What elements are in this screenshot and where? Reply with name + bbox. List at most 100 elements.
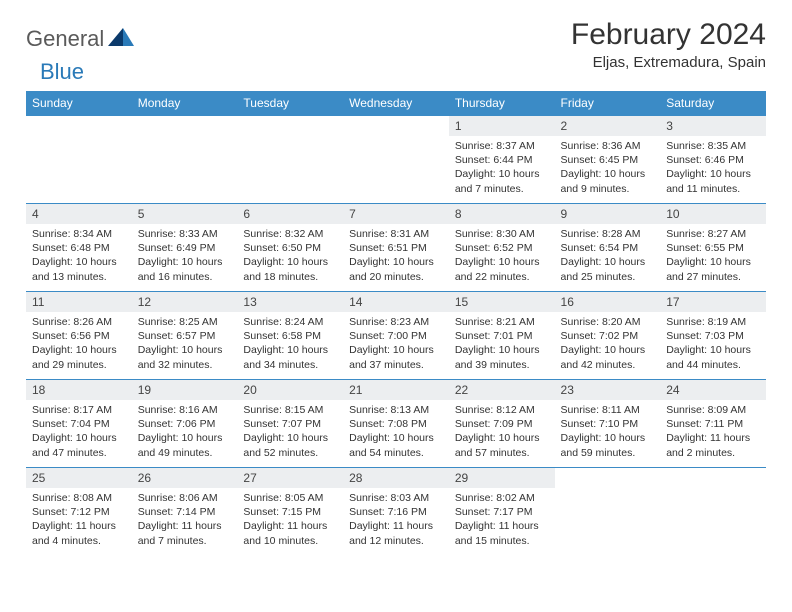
weekday-header: Tuesday xyxy=(237,91,343,116)
week-row: 25Sunrise: 8:08 AMSunset: 7:12 PMDayligh… xyxy=(26,468,766,556)
day-body: Sunrise: 8:03 AMSunset: 7:16 PMDaylight:… xyxy=(343,488,449,553)
sunset-text: Sunset: 7:17 PM xyxy=(455,505,549,519)
week-row: 1Sunrise: 8:37 AMSunset: 6:44 PMDaylight… xyxy=(26,116,766,204)
day-cell xyxy=(237,116,343,204)
day-cell: 17Sunrise: 8:19 AMSunset: 7:03 PMDayligh… xyxy=(660,292,766,380)
day-cell: 27Sunrise: 8:05 AMSunset: 7:15 PMDayligh… xyxy=(237,468,343,556)
day-cell xyxy=(660,468,766,556)
sunset-text: Sunset: 7:04 PM xyxy=(32,417,126,431)
day-body: Sunrise: 8:20 AMSunset: 7:02 PMDaylight:… xyxy=(555,312,661,377)
daylight-text: Daylight: 10 hours and 32 minutes. xyxy=(138,343,232,371)
weekday-header-row: Sunday Monday Tuesday Wednesday Thursday… xyxy=(26,91,766,116)
daylight-text: Daylight: 10 hours and 18 minutes. xyxy=(243,255,337,283)
week-row: 18Sunrise: 8:17 AMSunset: 7:04 PMDayligh… xyxy=(26,380,766,468)
day-number: 15 xyxy=(449,292,555,312)
daylight-text: Daylight: 11 hours and 7 minutes. xyxy=(138,519,232,547)
day-number: 18 xyxy=(26,380,132,400)
weekday-header: Saturday xyxy=(660,91,766,116)
day-number: 23 xyxy=(555,380,661,400)
day-body: Sunrise: 8:06 AMSunset: 7:14 PMDaylight:… xyxy=(132,488,238,553)
location: Eljas, Extremadura, Spain xyxy=(571,54,766,71)
day-cell: 18Sunrise: 8:17 AMSunset: 7:04 PMDayligh… xyxy=(26,380,132,468)
title-block: February 2024 Eljas, Extremadura, Spain xyxy=(571,18,766,71)
day-cell: 20Sunrise: 8:15 AMSunset: 7:07 PMDayligh… xyxy=(237,380,343,468)
sunrise-text: Sunrise: 8:13 AM xyxy=(349,403,443,417)
day-cell: 4Sunrise: 8:34 AMSunset: 6:48 PMDaylight… xyxy=(26,204,132,292)
day-cell: 10Sunrise: 8:27 AMSunset: 6:55 PMDayligh… xyxy=(660,204,766,292)
day-body: Sunrise: 8:30 AMSunset: 6:52 PMDaylight:… xyxy=(449,224,555,289)
day-body: Sunrise: 8:09 AMSunset: 7:11 PMDaylight:… xyxy=(660,400,766,465)
sunset-text: Sunset: 6:58 PM xyxy=(243,329,337,343)
daylight-text: Daylight: 10 hours and 11 minutes. xyxy=(666,167,760,195)
sunset-text: Sunset: 7:09 PM xyxy=(455,417,549,431)
sunset-text: Sunset: 7:14 PM xyxy=(138,505,232,519)
day-number: 7 xyxy=(343,204,449,224)
daylight-text: Daylight: 10 hours and 57 minutes. xyxy=(455,431,549,459)
daylight-text: Daylight: 10 hours and 34 minutes. xyxy=(243,343,337,371)
sunset-text: Sunset: 6:56 PM xyxy=(32,329,126,343)
day-cell: 11Sunrise: 8:26 AMSunset: 6:56 PMDayligh… xyxy=(26,292,132,380)
sunset-text: Sunset: 7:11 PM xyxy=(666,417,760,431)
daylight-text: Daylight: 11 hours and 4 minutes. xyxy=(32,519,126,547)
sunset-text: Sunset: 6:49 PM xyxy=(138,241,232,255)
sunset-text: Sunset: 7:01 PM xyxy=(455,329,549,343)
daylight-text: Daylight: 10 hours and 37 minutes. xyxy=(349,343,443,371)
day-body: Sunrise: 8:19 AMSunset: 7:03 PMDaylight:… xyxy=(660,312,766,377)
day-cell: 21Sunrise: 8:13 AMSunset: 7:08 PMDayligh… xyxy=(343,380,449,468)
day-cell: 28Sunrise: 8:03 AMSunset: 7:16 PMDayligh… xyxy=(343,468,449,556)
daylight-text: Daylight: 10 hours and 22 minutes. xyxy=(455,255,549,283)
day-body: Sunrise: 8:13 AMSunset: 7:08 PMDaylight:… xyxy=(343,400,449,465)
sunset-text: Sunset: 7:10 PM xyxy=(561,417,655,431)
daylight-text: Daylight: 10 hours and 20 minutes. xyxy=(349,255,443,283)
sunset-text: Sunset: 7:08 PM xyxy=(349,417,443,431)
day-number: 9 xyxy=(555,204,661,224)
sunrise-text: Sunrise: 8:05 AM xyxy=(243,491,337,505)
day-cell: 9Sunrise: 8:28 AMSunset: 6:54 PMDaylight… xyxy=(555,204,661,292)
sunrise-text: Sunrise: 8:03 AM xyxy=(349,491,443,505)
daylight-text: Daylight: 11 hours and 2 minutes. xyxy=(666,431,760,459)
day-number: 17 xyxy=(660,292,766,312)
day-cell: 29Sunrise: 8:02 AMSunset: 7:17 PMDayligh… xyxy=(449,468,555,556)
day-body: Sunrise: 8:34 AMSunset: 6:48 PMDaylight:… xyxy=(26,224,132,289)
sunrise-text: Sunrise: 8:02 AM xyxy=(455,491,549,505)
day-number: 14 xyxy=(343,292,449,312)
day-body: Sunrise: 8:33 AMSunset: 6:49 PMDaylight:… xyxy=(132,224,238,289)
sunset-text: Sunset: 6:48 PM xyxy=(32,241,126,255)
sunset-text: Sunset: 6:46 PM xyxy=(666,153,760,167)
day-body: Sunrise: 8:37 AMSunset: 6:44 PMDaylight:… xyxy=(449,136,555,201)
sunset-text: Sunset: 6:52 PM xyxy=(455,241,549,255)
day-number: 20 xyxy=(237,380,343,400)
daylight-text: Daylight: 10 hours and 59 minutes. xyxy=(561,431,655,459)
day-cell: 16Sunrise: 8:20 AMSunset: 7:02 PMDayligh… xyxy=(555,292,661,380)
sunset-text: Sunset: 6:54 PM xyxy=(561,241,655,255)
day-body: Sunrise: 8:12 AMSunset: 7:09 PMDaylight:… xyxy=(449,400,555,465)
day-body: Sunrise: 8:27 AMSunset: 6:55 PMDaylight:… xyxy=(660,224,766,289)
day-number: 13 xyxy=(237,292,343,312)
day-number: 22 xyxy=(449,380,555,400)
sunset-text: Sunset: 6:55 PM xyxy=(666,241,760,255)
weekday-header: Thursday xyxy=(449,91,555,116)
sunset-text: Sunset: 7:16 PM xyxy=(349,505,443,519)
day-body: Sunrise: 8:24 AMSunset: 6:58 PMDaylight:… xyxy=(237,312,343,377)
sunset-text: Sunset: 7:02 PM xyxy=(561,329,655,343)
sunrise-text: Sunrise: 8:36 AM xyxy=(561,139,655,153)
day-cell: 13Sunrise: 8:24 AMSunset: 6:58 PMDayligh… xyxy=(237,292,343,380)
day-number: 27 xyxy=(237,468,343,488)
day-cell xyxy=(26,116,132,204)
day-body: Sunrise: 8:36 AMSunset: 6:45 PMDaylight:… xyxy=(555,136,661,201)
daylight-text: Daylight: 10 hours and 13 minutes. xyxy=(32,255,126,283)
daylight-text: Daylight: 10 hours and 39 minutes. xyxy=(455,343,549,371)
sunrise-text: Sunrise: 8:09 AM xyxy=(666,403,760,417)
day-cell: 22Sunrise: 8:12 AMSunset: 7:09 PMDayligh… xyxy=(449,380,555,468)
day-body: Sunrise: 8:08 AMSunset: 7:12 PMDaylight:… xyxy=(26,488,132,553)
daylight-text: Daylight: 11 hours and 10 minutes. xyxy=(243,519,337,547)
sunrise-text: Sunrise: 8:16 AM xyxy=(138,403,232,417)
day-number: 4 xyxy=(26,204,132,224)
day-cell xyxy=(343,116,449,204)
day-number: 24 xyxy=(660,380,766,400)
sunset-text: Sunset: 7:06 PM xyxy=(138,417,232,431)
day-cell: 12Sunrise: 8:25 AMSunset: 6:57 PMDayligh… xyxy=(132,292,238,380)
day-body: Sunrise: 8:15 AMSunset: 7:07 PMDaylight:… xyxy=(237,400,343,465)
day-number: 25 xyxy=(26,468,132,488)
day-number: 1 xyxy=(449,116,555,136)
